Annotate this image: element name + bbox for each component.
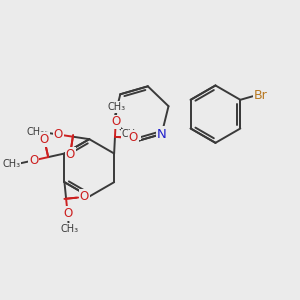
- Text: O: O: [63, 207, 72, 220]
- Text: O: O: [29, 154, 38, 167]
- Text: O: O: [53, 128, 63, 141]
- Text: O: O: [40, 133, 49, 146]
- Text: O: O: [111, 116, 120, 128]
- Text: N: N: [157, 128, 166, 140]
- Text: CH₃: CH₃: [2, 159, 20, 169]
- Text: O: O: [129, 131, 138, 144]
- Text: O: O: [65, 148, 75, 161]
- Text: CH₃: CH₃: [108, 102, 126, 112]
- Text: CH₃: CH₃: [26, 127, 44, 137]
- Text: CH₃: CH₃: [122, 130, 140, 140]
- Text: O: O: [80, 190, 89, 203]
- Text: CH₃: CH₃: [61, 224, 79, 234]
- Text: Br: Br: [254, 89, 267, 102]
